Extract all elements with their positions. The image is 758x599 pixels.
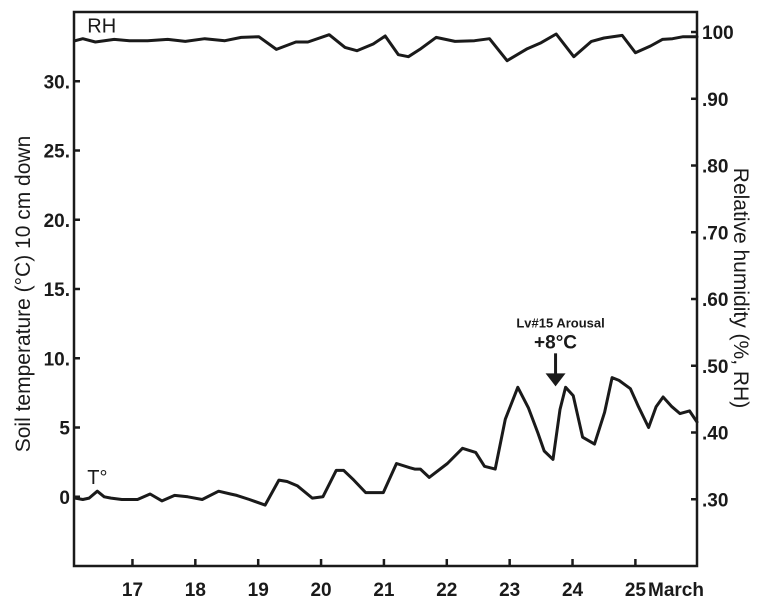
temperature-series-line xyxy=(73,376,699,507)
series-lines xyxy=(73,32,699,507)
annotation-label: Lv#15 Arousal xyxy=(516,315,604,330)
right-tick-label: .80 xyxy=(702,157,728,178)
right-tick-label: 100 xyxy=(702,23,734,44)
left-tick-label: 0 xyxy=(59,488,70,509)
right-tick-label: .40 xyxy=(702,424,728,445)
x-tick-label: 17 xyxy=(122,580,143,599)
right-tick-label: .90 xyxy=(702,90,728,111)
x-tick-label: 24 xyxy=(562,580,584,599)
x-tick-label: 20 xyxy=(310,580,331,599)
rh-series-line xyxy=(73,32,699,63)
x-tick-label: 19 xyxy=(248,580,269,599)
x-tick-label: 23 xyxy=(499,580,520,599)
right-tick-label: .60 xyxy=(702,290,728,311)
annotation: Lv#15 Arousal +8°C xyxy=(516,315,605,387)
left-tick-label: 30. xyxy=(44,72,70,93)
right-tick-label: .50 xyxy=(702,357,728,378)
left-tick-label: 15. xyxy=(44,280,70,301)
left-axis-title: Soil temperature (°C) 10 cm down xyxy=(12,136,35,453)
right-tick-label: .30 xyxy=(702,490,728,511)
annotation-arrow-icon xyxy=(545,373,566,387)
x-tick-label: 25 xyxy=(625,580,647,599)
left-tick-label: 10. xyxy=(44,349,70,370)
x-tick-label: 22 xyxy=(436,580,457,599)
tick-labels: 17 18 19 20 21 22 23 24 25 0 5 10. 15. 20. 25. 30. .30 .4… xyxy=(44,16,734,599)
left-tick-label: 25. xyxy=(44,142,70,163)
left-tick-label: 5 xyxy=(59,419,70,440)
x-tick-label: 18 xyxy=(185,580,206,599)
left-tick-label: 20. xyxy=(44,211,70,232)
right-tick-label: .70 xyxy=(702,223,728,244)
plot-frame xyxy=(72,10,699,568)
annotation-value: +8°C xyxy=(534,332,577,353)
x-month-label: March xyxy=(648,580,704,599)
temperature-series-label: T° xyxy=(87,467,107,489)
right-axis-title: Relative humidity (%, RH) xyxy=(729,168,752,408)
rh-series-label: RH xyxy=(87,16,116,38)
x-tick-label: 21 xyxy=(373,580,395,599)
